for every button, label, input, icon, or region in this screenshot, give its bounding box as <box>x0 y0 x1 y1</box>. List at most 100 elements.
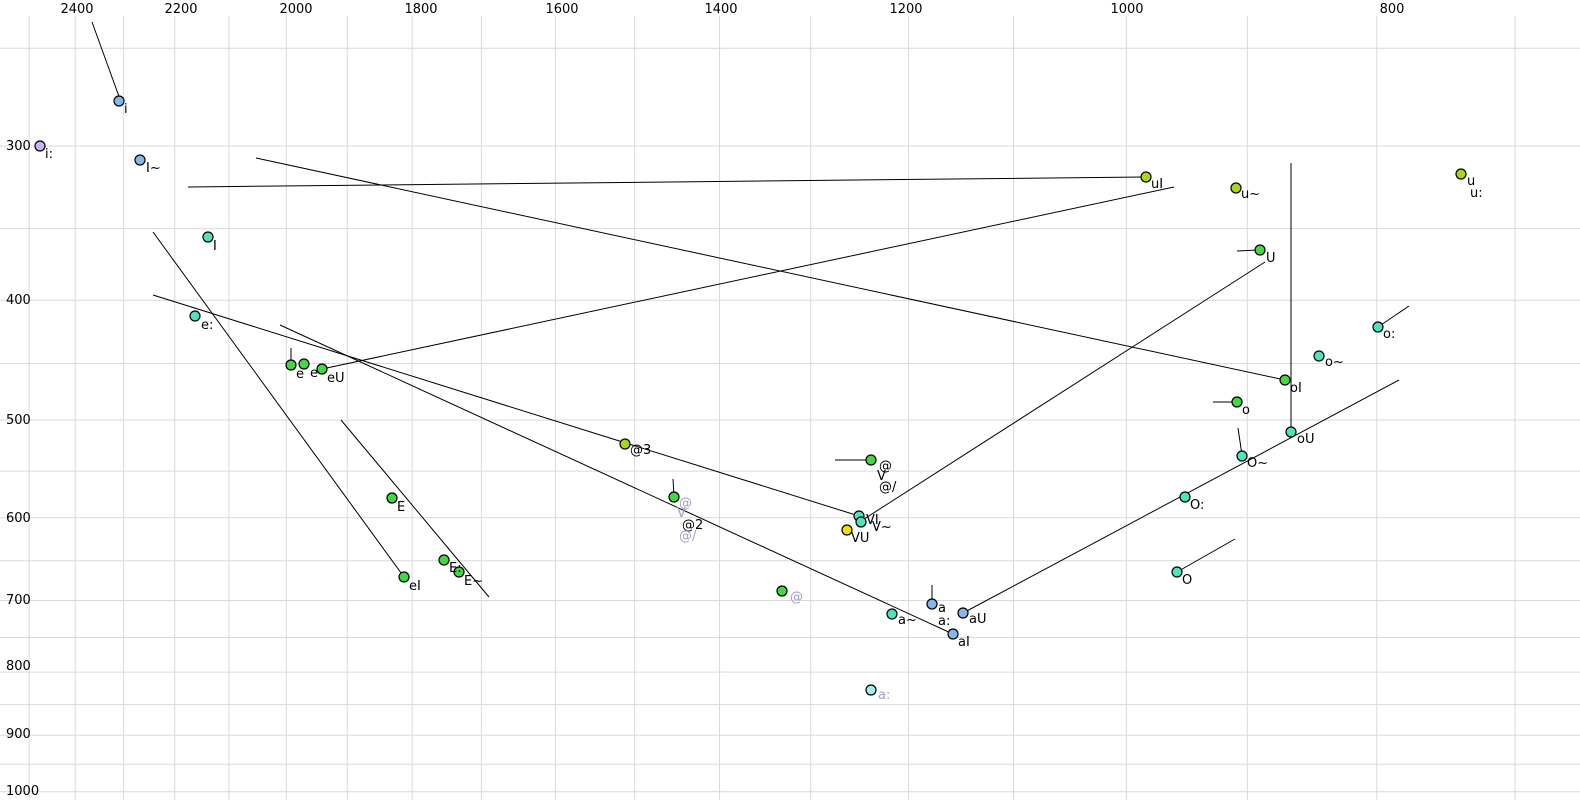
x-tick-1600: 1600 <box>545 2 578 17</box>
vowel-label-V: @ <box>879 459 892 474</box>
vowel-label-i-long: i: <box>45 147 53 162</box>
vowel-point-oU <box>1285 426 1297 438</box>
x-axis-tick-labels: 2400 2200 2000 1800 1600 1400 1200 1000 800 <box>60 2 1404 17</box>
vowel-label-O: O <box>1182 573 1192 588</box>
vowel-label-schwa2-extra-0: @ <box>679 496 692 511</box>
vowel-point-aI <box>947 628 959 640</box>
vowel-point-i <box>113 95 125 107</box>
y-tick-300: 300 <box>6 139 31 154</box>
trajectory-E-line <box>340 419 490 598</box>
y-tick-800: 800 <box>6 659 31 674</box>
vowel-label-oU: oU <box>1297 432 1314 447</box>
vowel-label-u-extra-0: u: <box>1470 186 1483 201</box>
vowel-label-uI: uI <box>1151 177 1163 192</box>
vowel-label-VU: VU <box>851 531 869 546</box>
vowel-point-e2 <box>298 358 310 370</box>
vowel-point-VU <box>855 516 867 528</box>
vowel-label-o-long: o: <box>1383 327 1395 342</box>
y-tick-1000: 1000 <box>6 784 39 799</box>
trajectory-oI <box>255 157 1286 381</box>
vowel-point-O <box>1171 566 1183 578</box>
vowel-point-I <box>202 231 214 243</box>
vowel-points <box>34 95 1467 696</box>
vowel-point-a-long-faded <box>865 684 877 696</box>
vowel-label-E: E <box>397 500 405 515</box>
vowel-label-e2: e <box>310 366 318 381</box>
vowel-point-V <box>865 454 877 466</box>
vowel-point-eI <box>398 571 410 583</box>
x-tick-2000: 2000 <box>279 2 312 17</box>
vowel-label-a: a <box>938 601 946 616</box>
vowel-point-aU <box>957 607 969 619</box>
x-tick-1000: 1000 <box>1110 2 1143 17</box>
vowel-point-u-nasal <box>1230 182 1242 194</box>
x-tick-1400: 1400 <box>704 2 737 17</box>
trajectory-o-long <box>1377 305 1410 328</box>
trajectory-eI <box>152 231 405 578</box>
vowel-label-aI: aI <box>958 635 970 650</box>
vowel-label-eU: eU <box>327 371 345 386</box>
y-axis-tick-labels: 300 400 500 600 700 800 900 1000 <box>6 139 39 799</box>
vowel-point-schwa3 <box>619 438 631 450</box>
trajectory-VI <box>152 294 860 517</box>
gridlines <box>0 16 1580 800</box>
vowel-point-O-nasal <box>1236 450 1248 462</box>
vowel-label-eI: eI <box>409 579 421 594</box>
y-tick-500: 500 <box>6 413 31 428</box>
trajectory-aI <box>279 324 954 635</box>
vowel-point-V-nasal <box>841 524 853 536</box>
vowel-label-schwa: @ <box>790 590 803 605</box>
vowel-label-schwa2-extra-1: V <box>677 506 686 521</box>
vowel-point-e1 <box>285 359 297 371</box>
vowel-label-a-extra-0: a: <box>938 614 950 629</box>
vowel-point-U <box>1254 244 1266 256</box>
vowel-point-a <box>926 598 938 610</box>
vowel-label-VI: VI <box>866 513 879 528</box>
vowel-label-U: U <box>1266 251 1276 266</box>
vowel-point-a-nasal <box>886 608 898 620</box>
vowel-point-O-long <box>1179 491 1191 503</box>
vowel-label-schwa3: @3 <box>630 443 651 458</box>
y-tick-900: 900 <box>6 727 31 742</box>
vowel-point-E-nasal <box>453 566 465 578</box>
trajectory-eU <box>321 186 1175 370</box>
vowel-point-I-nasal <box>134 154 146 166</box>
vowel-label-E-nasal: E~ <box>464 574 483 589</box>
vowel-point-E <box>386 492 398 504</box>
vowel-label-V-extra-1: @/ <box>879 480 897 495</box>
vowel-point-o <box>1231 396 1243 408</box>
x-tick-2400: 2400 <box>60 2 93 17</box>
vowel-label-o-nasal: o~ <box>1325 355 1344 370</box>
vowel-label-V-extra-0: V <box>877 469 886 484</box>
vowel-label-e-long: e: <box>201 318 213 333</box>
vowel-label-V-nasal: V~ <box>872 520 892 535</box>
trajectory-i <box>91 21 122 103</box>
y-tick-400: 400 <box>6 293 31 308</box>
trajectory-O <box>1176 538 1236 573</box>
vowel-label-O-nasal: O~ <box>1247 456 1268 471</box>
vowel-point-oI <box>1279 374 1291 386</box>
vowel-point-o-long <box>1372 321 1384 333</box>
x-tick-2200: 2200 <box>164 2 197 17</box>
vowel-label-e1: e <box>296 367 304 382</box>
vowel-point-schwa <box>776 585 788 597</box>
x-tick-1200: 1200 <box>889 2 922 17</box>
vowel-label-i: i <box>124 102 128 117</box>
x-tick-1800: 1800 <box>404 2 437 17</box>
vowel-point-u <box>1455 168 1467 180</box>
vowel-label-o: o <box>1242 403 1250 418</box>
trajectory-VU <box>860 261 1266 522</box>
vowel-label-E-long: E: <box>449 561 462 576</box>
vowel-label-u-nasal: u~ <box>1241 187 1260 202</box>
vowel-point-o-nasal <box>1313 350 1325 362</box>
vowel-point-schwa2 <box>668 491 680 503</box>
trajectory-uI <box>187 176 1147 188</box>
vowel-point-eU <box>316 363 328 375</box>
vowel-point-uI <box>1140 171 1152 183</box>
vowel-point-E-long <box>438 554 450 566</box>
vowel-point-i-long <box>34 140 46 152</box>
vowel-label-a-nasal: a~ <box>898 613 917 628</box>
vowel-label-schwa2: @2 <box>682 518 703 533</box>
